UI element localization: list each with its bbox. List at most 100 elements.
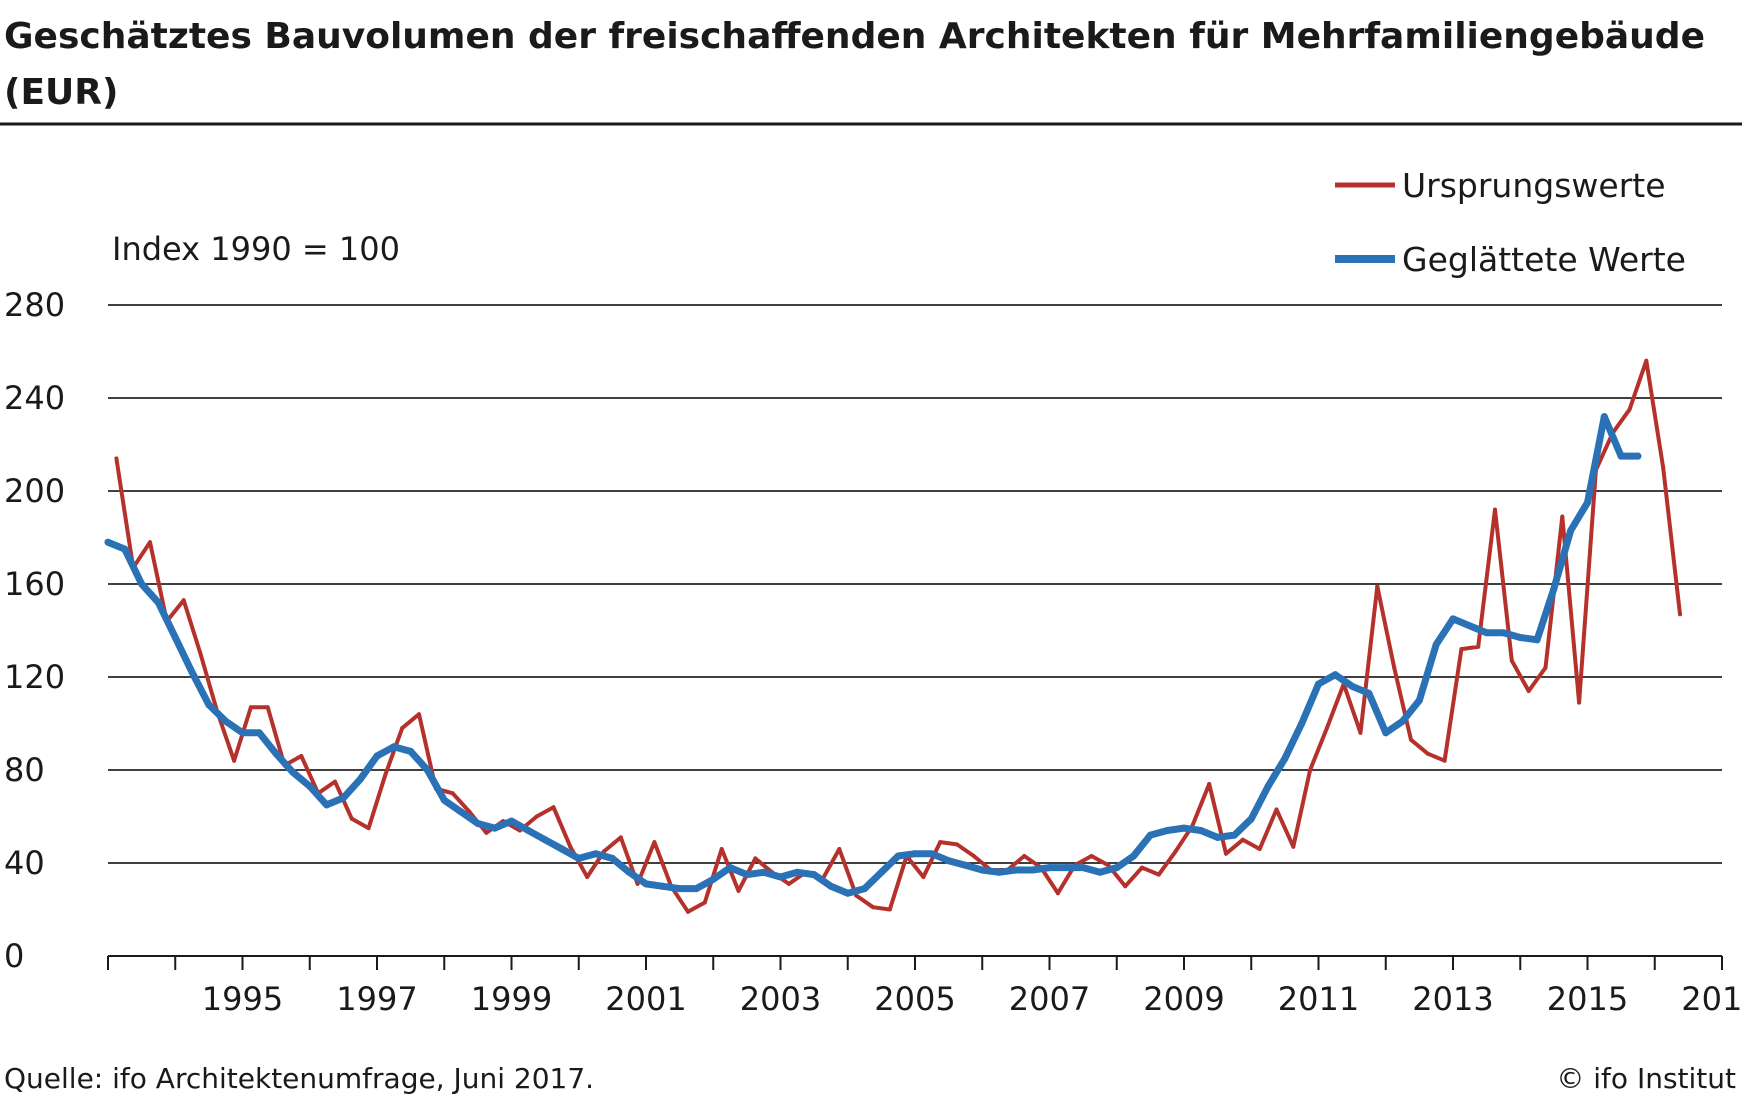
x-tick-label: 1997 — [336, 980, 417, 1018]
data-point-geglaettete-werte — [373, 752, 381, 760]
data-point-ursprungswerte — [1358, 730, 1363, 735]
data-point-geglaettete-werte — [407, 747, 415, 755]
data-point-ursprungswerte — [1476, 644, 1481, 649]
data-point-geglaettete-werte — [1382, 729, 1390, 737]
y-tick-label: 200 — [4, 472, 65, 510]
data-point-geglaettete-werte — [726, 864, 734, 872]
data-point-geglaettete-werte — [692, 885, 700, 893]
data-point-geglaettete-werte — [1634, 452, 1642, 460]
x-tick-label: 2003 — [740, 980, 821, 1018]
data-point-ursprungswerte — [1678, 612, 1682, 617]
data-point-geglaettete-werte — [575, 854, 583, 862]
chart-title-line-2: (EUR) — [4, 72, 118, 113]
data-point-geglaettete-werte — [558, 845, 566, 853]
data-point-ursprungswerte — [1661, 465, 1666, 470]
data-point-ursprungswerte — [1156, 872, 1161, 877]
grid-lines — [108, 304, 1722, 864]
data-point-geglaettete-werte — [138, 580, 146, 588]
data-point-ursprungswerte — [1089, 854, 1094, 858]
data-point-geglaettete-werte — [928, 850, 936, 858]
data-point-ursprungswerte — [181, 598, 186, 603]
x-tick-label: 2015 — [1547, 980, 1628, 1018]
data-point-geglaettete-werte — [524, 827, 532, 834]
data-point-geglaettete-werte — [474, 820, 482, 827]
data-point-geglaettete-werte — [205, 701, 213, 709]
data-point-geglaettete-werte — [272, 750, 280, 758]
data-point-ursprungswerte — [1308, 768, 1313, 772]
data-point-geglaettete-werte — [810, 871, 818, 879]
data-point-ursprungswerte — [1274, 807, 1279, 812]
data-point-ursprungswerte — [1140, 865, 1144, 870]
data-point-ursprungswerte — [534, 814, 539, 819]
data-point-ursprungswerte — [887, 907, 892, 912]
y-tick-label: 0 — [4, 937, 24, 975]
data-point-geglaettete-werte — [339, 794, 347, 802]
data-point-geglaettete-werte — [709, 875, 717, 883]
y-tick-label: 120 — [4, 658, 65, 696]
data-point-geglaettete-werte — [1029, 866, 1037, 874]
data-point-ursprungswerte — [921, 875, 926, 879]
data-point-ursprungswerte — [837, 847, 842, 851]
legend: Ursprungswerte Geglättete Werte — [1335, 166, 1686, 279]
data-point-ursprungswerte — [719, 847, 724, 851]
data-point-ursprungswerte — [955, 842, 959, 847]
data-point-geglaettete-werte — [1584, 499, 1591, 507]
data-point-ursprungswerte — [1240, 837, 1245, 842]
data-point-ursprungswerte — [938, 840, 943, 845]
data-point-ursprungswerte — [971, 854, 976, 858]
data-point-ursprungswerte — [299, 754, 304, 758]
data-point-ursprungswerte — [1224, 851, 1228, 856]
y-tick-labels: 0 40 80 120 160 200 240 280 — [4, 286, 65, 975]
data-point-geglaettete-werte — [793, 868, 801, 876]
x-axis: 1995 1997 1999 2001 2003 2005 2007 2009 2011 2013… — [107, 955, 1742, 1018]
data-point-geglaettete-werte — [423, 766, 431, 774]
data-point-ursprungswerte — [1560, 514, 1565, 519]
x-tick-label: 2011 — [1278, 980, 1359, 1018]
y-tick-label: 280 — [4, 286, 65, 324]
data-point-geglaettete-werte — [1062, 864, 1070, 872]
data-point-ursprungswerte — [198, 651, 203, 656]
data-point-geglaettete-werte — [356, 775, 364, 783]
data-point-geglaettete-werte — [1483, 629, 1491, 637]
data-point-geglaettete-werte — [390, 743, 398, 751]
data-point-ursprungswerte — [551, 805, 556, 810]
data-point-geglaettete-werte — [1550, 585, 1558, 593]
data-point-ursprungswerte — [366, 826, 371, 831]
data-point-ursprungswerte — [702, 900, 707, 905]
data-point-geglaettete-werte — [188, 668, 196, 676]
data-point-ursprungswerte — [1425, 751, 1430, 756]
data-point-geglaettete-werte — [1230, 831, 1238, 839]
data-point-ursprungswerte — [1375, 584, 1380, 589]
data-point-geglaettete-werte — [1600, 413, 1608, 421]
data-point-geglaettete-werte — [1516, 634, 1524, 641]
data-point-ursprungswerte — [417, 712, 421, 717]
data-point-ursprungswerte — [1442, 758, 1447, 763]
data-point-ursprungswerte — [1526, 689, 1531, 693]
data-point-geglaettete-werte — [508, 817, 515, 825]
data-point-ursprungswerte — [1577, 700, 1582, 705]
data-point-geglaettete-werte — [1415, 696, 1423, 704]
y-tick-label: 160 — [4, 565, 65, 603]
data-point-ursprungswerte — [618, 835, 623, 840]
data-point-ursprungswerte — [232, 758, 237, 763]
data-point-ursprungswerte — [1022, 854, 1027, 858]
data-point-geglaettete-werte — [323, 801, 331, 809]
data-point-geglaettete-werte — [760, 868, 768, 876]
data-point-geglaettete-werte — [1079, 864, 1087, 872]
data-point-geglaettete-werte — [1113, 864, 1121, 872]
data-point-ursprungswerte — [1291, 844, 1296, 849]
data-point-geglaettete-werte — [104, 538, 112, 546]
data-point-ursprungswerte — [568, 844, 573, 849]
data-point-ursprungswerte — [585, 875, 590, 879]
data-point-geglaettete-werte — [491, 824, 499, 832]
data-point-ursprungswerte — [753, 856, 758, 861]
data-point-ursprungswerte — [400, 726, 405, 731]
data-point-geglaettete-werte — [1096, 868, 1104, 876]
data-point-geglaettete-werte — [978, 866, 986, 874]
data-point-ursprungswerte — [333, 779, 337, 784]
chart-title-line-1: Geschätztes Bauvolumen der freischaffend… — [4, 16, 1705, 57]
data-point-geglaettete-werte — [625, 868, 633, 876]
data-point-geglaettete-werte — [995, 868, 1003, 876]
data-point-geglaettete-werte — [289, 768, 297, 776]
data-point-geglaettete-werte — [457, 808, 465, 816]
